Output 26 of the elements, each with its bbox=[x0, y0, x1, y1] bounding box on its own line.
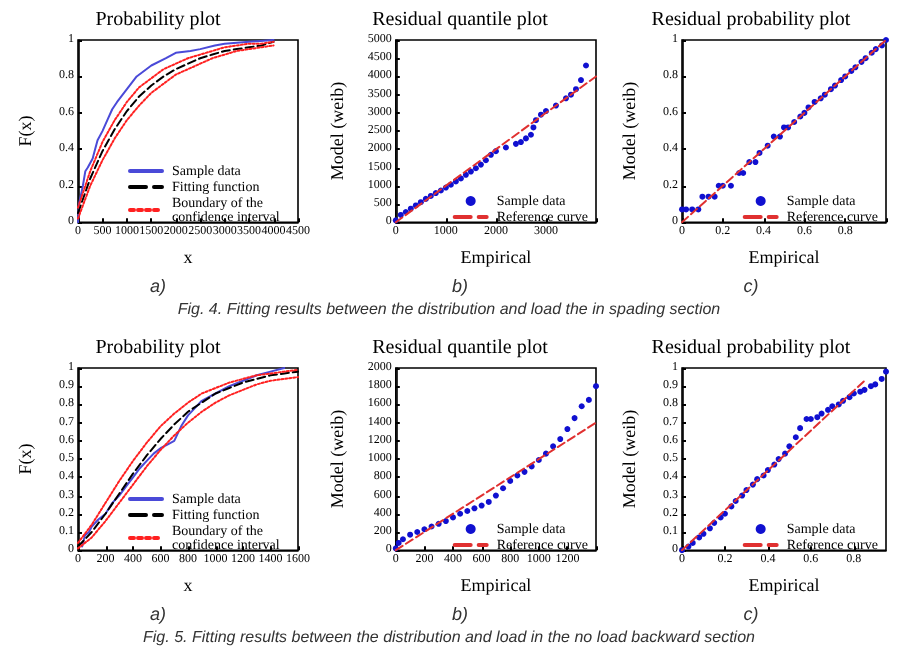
y-axis-title: Model (weib) bbox=[327, 81, 347, 181]
text: a) bbox=[147, 276, 168, 296]
caption: Fig. 4. Fitting results between the distribution and load the in spading section bbox=[175, 300, 723, 318]
chart-title: Probability plot bbox=[95, 9, 221, 31]
x-axis-title: Empirical bbox=[748, 575, 821, 595]
text: c) bbox=[741, 276, 761, 296]
chart-title: Probability plot bbox=[95, 337, 221, 359]
y-axis-title: Model (weib) bbox=[619, 81, 639, 181]
y-axis-title: F(x) bbox=[15, 115, 35, 147]
text: b) bbox=[449, 604, 470, 624]
x-axis-title: Empirical bbox=[748, 247, 821, 267]
y-axis-title: Model (weib) bbox=[619, 409, 639, 509]
chart-title: Residual probability plot bbox=[651, 9, 851, 31]
text: b) bbox=[449, 276, 470, 296]
x-axis-title: Empirical bbox=[460, 575, 533, 595]
chart-title: Residual quantile plot bbox=[372, 337, 549, 359]
caption: Fig. 5. Fitting results between the distribution and load in the no load backward section bbox=[141, 628, 757, 646]
chart-title: Residual probability plot bbox=[651, 337, 851, 359]
chart-title: Residual quantile plot bbox=[372, 9, 549, 31]
text: c) bbox=[741, 604, 761, 624]
x-axis-title: x bbox=[183, 247, 194, 267]
y-axis-title: F(x) bbox=[15, 443, 35, 475]
x-axis-title: x bbox=[183, 575, 194, 595]
text: a) bbox=[147, 604, 168, 624]
x-axis-title: Empirical bbox=[460, 247, 533, 267]
y-axis-title: Model (weib) bbox=[327, 409, 347, 509]
